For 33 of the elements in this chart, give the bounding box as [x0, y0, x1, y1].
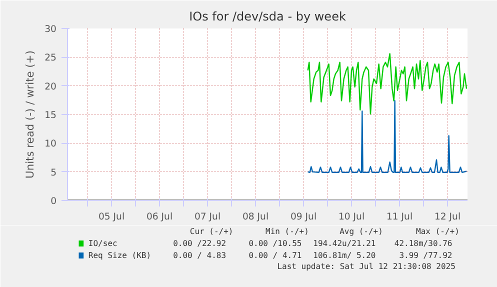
y-tick-label: 20 [44, 81, 57, 92]
text: Cur (-/+) [190, 227, 234, 236]
y-tick-label: 10 [44, 138, 57, 150]
x-tick-label: 06 Jul [146, 212, 173, 222]
y-tick-label: 25 [44, 52, 57, 64]
x-tick-label: 12 Jul [434, 212, 461, 222]
x-tick-label: 05 Jul [98, 212, 125, 222]
text: Max (-/+) [416, 227, 460, 236]
text: 194.42u/21.21 [313, 239, 376, 248]
text: 106.81m/ 5.20 [313, 251, 376, 260]
x-tick-label: 11 Jul [386, 212, 413, 222]
text: Last update: Sat Jul 12 21:30:08 2025 [277, 262, 456, 271]
text: 0.00 /10.55 [248, 239, 302, 248]
x-tick-label: 10 Jul [338, 212, 365, 222]
x-tick-label: 09 Jul [290, 212, 317, 222]
y-tick-label: 15 [44, 110, 57, 121]
text: 0.00 /22.92 [173, 239, 226, 248]
y-tick-label: 30 [44, 24, 57, 35]
y-tick-label: 0 [50, 196, 57, 207]
line-series [307, 53, 468, 115]
text: 3.99 /77.92 [399, 251, 452, 260]
text: 42.18m/30.76 [394, 239, 452, 248]
text: Min (-/+) [266, 227, 309, 236]
text: 0.00 / 4.83 [173, 251, 226, 260]
legend-label: Req Size (KB) [88, 251, 152, 260]
text: Avg (-/+) [340, 227, 383, 236]
legend-label: IO/sec [88, 239, 118, 248]
y-axis-title: Units read (-) / write (+) [24, 50, 37, 178]
y-tick-label: 5 [50, 167, 57, 178]
text: 0.00 / 4.71 [248, 251, 302, 260]
chart-title: IOs for /dev/sda - by week [189, 10, 346, 24]
x-tick-label: 07 Jul [194, 212, 221, 222]
x-tick-label: 08 Jul [242, 212, 269, 222]
